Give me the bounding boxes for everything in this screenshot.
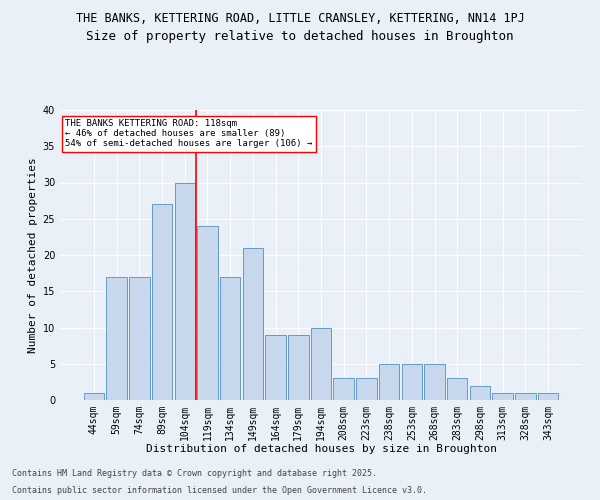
Bar xyxy=(129,277,149,400)
Bar xyxy=(493,393,513,400)
Y-axis label: Number of detached properties: Number of detached properties xyxy=(28,157,38,353)
Bar xyxy=(379,364,400,400)
Bar xyxy=(106,277,127,400)
Bar xyxy=(401,364,422,400)
Bar xyxy=(356,378,377,400)
Bar xyxy=(84,393,104,400)
Bar xyxy=(311,328,331,400)
Text: Contains public sector information licensed under the Open Government Licence v3: Contains public sector information licen… xyxy=(12,486,427,495)
Bar xyxy=(242,248,263,400)
X-axis label: Distribution of detached houses by size in Broughton: Distribution of detached houses by size … xyxy=(146,444,497,454)
Text: THE BANKS, KETTERING ROAD, LITTLE CRANSLEY, KETTERING, NN14 1PJ: THE BANKS, KETTERING ROAD, LITTLE CRANSL… xyxy=(76,12,524,26)
Bar xyxy=(152,204,172,400)
Bar xyxy=(175,182,195,400)
Text: Contains HM Land Registry data © Crown copyright and database right 2025.: Contains HM Land Registry data © Crown c… xyxy=(12,468,377,477)
Bar xyxy=(447,378,467,400)
Bar xyxy=(265,335,286,400)
Bar xyxy=(288,335,308,400)
Bar xyxy=(334,378,354,400)
Bar xyxy=(538,393,558,400)
Bar xyxy=(424,364,445,400)
Text: Size of property relative to detached houses in Broughton: Size of property relative to detached ho… xyxy=(86,30,514,43)
Text: THE BANKS KETTERING ROAD: 118sqm
← 46% of detached houses are smaller (89)
54% o: THE BANKS KETTERING ROAD: 118sqm ← 46% o… xyxy=(65,118,313,148)
Bar xyxy=(197,226,218,400)
Bar xyxy=(220,277,241,400)
Bar xyxy=(515,393,536,400)
Bar xyxy=(470,386,490,400)
